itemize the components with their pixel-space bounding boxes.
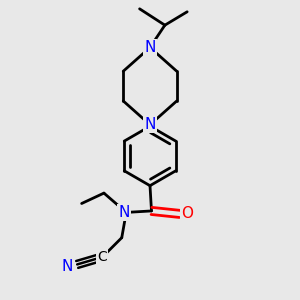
Text: C: C: [98, 250, 107, 264]
Text: O: O: [181, 206, 193, 221]
Text: N: N: [62, 259, 74, 274]
Text: N: N: [144, 117, 156, 132]
Text: N: N: [144, 40, 156, 55]
Text: N: N: [118, 205, 130, 220]
